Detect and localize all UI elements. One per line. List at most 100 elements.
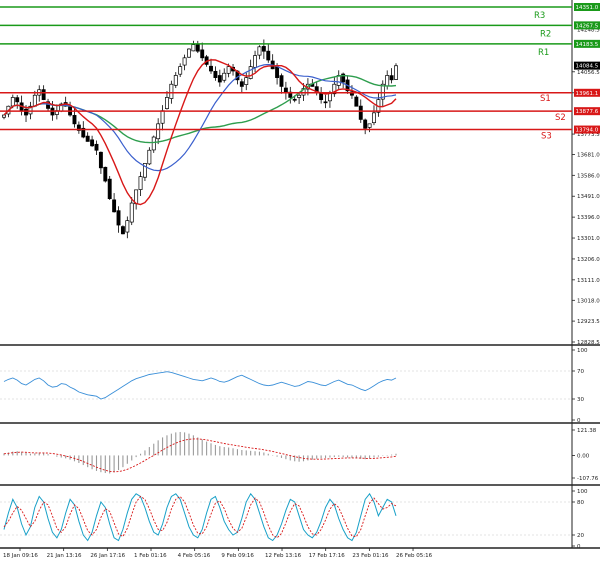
macd-signal-line [3,438,397,473]
time-tick-label: 26 Jan 17:16 [90,553,125,559]
time-axis: 18 Jan 09:16 21 Jan 13:16 26 Jan 17:16 1 Fe… [3,548,433,559]
time-tick-label: 4 Feb 05:16 [178,553,211,559]
level-label-r3: R3 [534,11,545,21]
stochastic-d-line [3,495,397,539]
candle-body [341,73,346,83]
candle-body [129,202,134,223]
candle-body [10,97,15,107]
time-tick-label: 9 Feb 09:16 [221,553,254,559]
candle-body [173,75,178,86]
candle-body [217,75,222,83]
candle-body [28,105,33,115]
rsi-tick-label: 30 [577,397,584,403]
candle-body [2,114,6,118]
candle-body [85,135,90,142]
candle-body [182,57,187,66]
candle-body [209,65,213,72]
price-tick-label: 12923.5 [577,319,600,325]
price-tick-label: 13111.0 [577,278,600,284]
current-price-label: 14084.5 [576,64,599,70]
candle-body [266,50,271,61]
candle-body [358,105,363,120]
macd-histogram [3,431,397,474]
stochastic-tick-label: 80 [577,500,584,506]
candle-body [142,163,147,178]
candle-body [372,112,376,124]
price-tick-label: 13018.0 [577,298,600,304]
candle-body [275,66,280,78]
stochastic-tick-label: 0 [577,544,581,550]
price-tick-label: 14248.5 [577,28,600,34]
candle-body [90,139,95,147]
candle-body [248,66,253,79]
candle-body [332,83,337,95]
price-panel: 14056.5 13961.1 13773.5 13681.0 13586.0 13491… [0,0,600,346]
level-label-s3: S3 [541,132,552,142]
level-price-label: 14267.5 [576,23,599,29]
candle-body [24,108,28,116]
price-tick-label: 13586.0 [577,173,600,179]
level-price-box [574,107,600,116]
candle-body [297,94,302,98]
level-label-r1: R1 [538,48,549,58]
level-price-box [574,88,600,97]
candle-body [222,72,227,81]
candle-body [200,49,205,59]
price-tick-label: 13396.0 [577,215,600,221]
time-tick-label: 21 Jan 13:16 [47,553,82,559]
rsi-tick-label: 0 [577,418,581,424]
candle-body [32,94,37,107]
candle-body [195,44,200,52]
candle-body [76,124,81,131]
stochastic-tick-label: 20 [577,533,584,539]
time-tick-label: 12 Feb 13:16 [265,553,302,559]
candle-body [191,44,196,52]
time-tick-label: 18 Jan 09:16 [3,553,38,559]
candle-body [239,81,244,87]
candle-body [98,151,103,169]
price-tick-label: 14056.5 [577,70,600,76]
candle-body [120,226,125,235]
candle-body [178,66,183,75]
candle-body [187,48,191,58]
time-tick-label: 1 Feb 01:16 [134,553,167,559]
candle-body [319,92,324,100]
candle-body [292,98,297,101]
candle-body [103,166,108,182]
candle-body [15,97,20,103]
level-price-label: 13961.1 [576,91,599,97]
current-price-box [574,61,600,70]
candle-body [156,123,161,140]
rsi-tick-label: 70 [577,369,584,375]
candle-body [253,55,258,68]
price-tick-label: 13491.0 [577,194,600,200]
stochastic-tick-label: 100 [577,489,588,495]
candle-body [81,127,86,138]
candle-body [112,199,117,213]
macd-tick-label: 121.38 [577,428,597,434]
candle-body [116,210,121,226]
level-label-s1: S1 [540,94,551,104]
level-label-r2: R2 [540,29,551,39]
candle-body [160,110,165,124]
level-price-box [574,125,600,134]
candle-body [151,136,156,151]
price-tick-label: 13301.0 [577,236,600,242]
candle-body [169,83,174,99]
price-tick-label: 13206.0 [577,257,600,263]
candle-body [72,115,77,125]
rsi-line [3,371,397,400]
candle-body [261,46,266,52]
level-price-label: 13794.0 [576,128,599,134]
candle-body [385,75,390,87]
time-tick-label: 23 Feb 01:16 [352,553,389,559]
candle-body [147,149,152,165]
candle-body [107,178,112,199]
candle-body [380,83,385,100]
macd-tick-label: 0.00 [577,453,590,459]
level-price-label: 14351.0 [576,5,599,11]
candle-body [94,143,99,151]
level-price-label: 14183.5 [576,42,599,48]
macd-tick-label: -107.76 [577,476,599,482]
